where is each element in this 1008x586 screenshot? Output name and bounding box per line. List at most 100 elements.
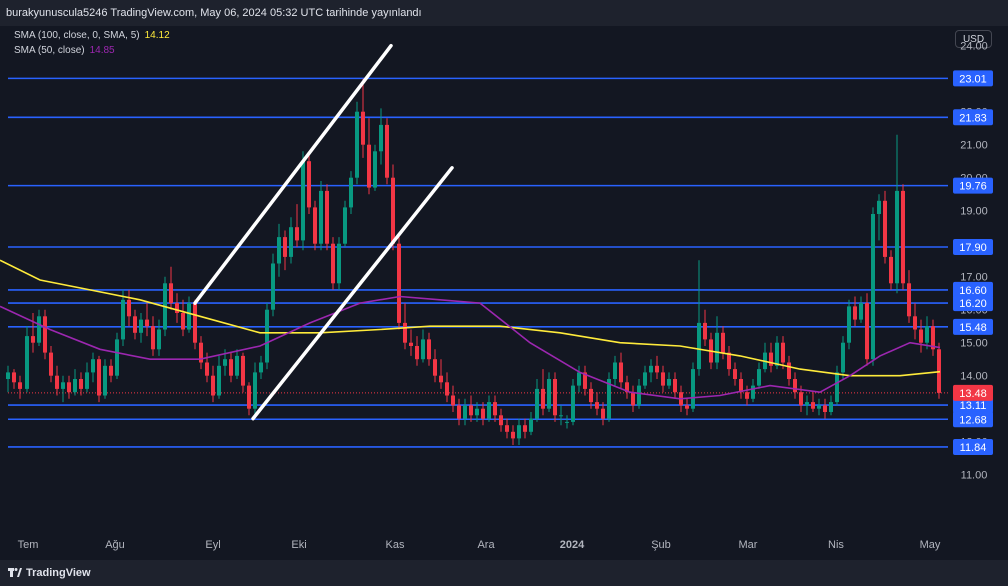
- candle-body: [283, 237, 287, 257]
- candle: [619, 352, 623, 389]
- candle: [661, 365, 665, 393]
- candle-body: [433, 359, 437, 376]
- footer-bar: TradingView: [0, 560, 1008, 586]
- time-tick-label: May: [920, 539, 941, 551]
- candle: [847, 299, 851, 350]
- candle-body: [697, 322, 701, 370]
- header-bar: burakyunuscula5246 TradingView.com, May …: [0, 0, 1008, 26]
- candle: [421, 329, 425, 363]
- candle-body: [931, 326, 935, 350]
- current-price-badge: [953, 384, 993, 401]
- candle-body: [247, 385, 251, 409]
- candle: [757, 362, 761, 389]
- candle-body: [325, 190, 329, 244]
- candle-body: [637, 385, 641, 406]
- price-tick-label: 21.00: [960, 140, 988, 152]
- candle: [937, 342, 941, 399]
- level-label: 12.68: [959, 414, 987, 426]
- candle: [781, 336, 785, 370]
- candle: [631, 385, 635, 412]
- candle: [18, 375, 22, 399]
- candle-body: [49, 352, 53, 376]
- candle: [859, 296, 863, 323]
- candle: [829, 395, 833, 416]
- candle-body: [829, 402, 833, 412]
- candle-body: [775, 342, 779, 366]
- candle: [769, 342, 773, 373]
- candle-body: [457, 405, 461, 419]
- candle: [469, 395, 473, 422]
- level-badge: [953, 295, 993, 312]
- candle-body: [529, 418, 533, 432]
- candle: [385, 118, 389, 185]
- candle-body: [403, 322, 407, 343]
- candle: [925, 316, 929, 350]
- publish-info: burakyunuscula5246 TradingView.com, May …: [6, 7, 422, 19]
- candle: [133, 309, 137, 340]
- candle: [397, 237, 401, 330]
- candle-body: [175, 303, 179, 313]
- candle: [817, 398, 821, 416]
- candle: [313, 200, 317, 251]
- candle-body: [295, 227, 299, 241]
- price-tick-label: 19.00: [960, 206, 988, 218]
- candle-body: [577, 372, 581, 386]
- candle-body: [565, 421, 569, 423]
- candle: [691, 362, 695, 412]
- indicator-sma-50[interactable]: SMA (50, close) 14.85: [14, 45, 115, 56]
- candle: [193, 299, 197, 350]
- price-chart[interactable]: 11.0012.0013.0014.0015.0016.0017.0018.00…: [0, 26, 1008, 560]
- tradingview-logo[interactable]: TradingView: [8, 567, 91, 579]
- candle: [787, 355, 791, 386]
- candle-body: [757, 369, 761, 386]
- candle: [877, 194, 881, 241]
- candle-body: [517, 425, 521, 439]
- candle: [823, 398, 827, 419]
- candle-body: [589, 388, 593, 403]
- candle-body: [601, 408, 605, 419]
- candle: [433, 349, 437, 383]
- time-tick-label: Ara: [477, 539, 495, 551]
- candle-body: [673, 379, 677, 393]
- candle-body: [559, 415, 563, 417]
- candle: [61, 375, 65, 403]
- currency-button[interactable]: USD: [955, 30, 992, 48]
- candle: [331, 237, 335, 290]
- candle-body: [367, 144, 371, 188]
- candle: [6, 365, 10, 393]
- candle: [415, 336, 419, 366]
- candle-body: [12, 372, 16, 383]
- candle-body: [445, 382, 449, 396]
- indicator-sma-100[interactable]: SMA (100, close, 0, SMA, 5) 14.12: [14, 30, 170, 41]
- candle: [55, 365, 59, 396]
- candle: [37, 309, 41, 346]
- candle-body: [787, 362, 791, 379]
- candle: [271, 253, 275, 317]
- candle: [625, 375, 629, 399]
- candle-body: [373, 151, 377, 188]
- candle: [739, 372, 743, 399]
- candle: [913, 303, 917, 340]
- channel-line-lower: [251, 166, 454, 421]
- candle-body: [811, 402, 815, 409]
- candle-body: [631, 392, 635, 406]
- candle: [745, 385, 749, 406]
- time-axis: Tem Ağu Eyl Eki Kas Ara 2024 Şub Mar Nis May: [18, 539, 941, 551]
- candle-body: [427, 339, 431, 360]
- candle-body: [43, 316, 47, 353]
- candle: [217, 355, 221, 399]
- candle: [379, 108, 383, 165]
- time-tick-label: Şub: [651, 539, 671, 551]
- candle: [565, 415, 569, 429]
- indicator-sma-100-value: 14.12: [144, 30, 170, 41]
- candle: [589, 382, 593, 409]
- candle-body: [133, 316, 137, 333]
- candle: [841, 336, 845, 379]
- candle: [727, 346, 731, 376]
- candle-body: [865, 303, 869, 360]
- candle-body: [889, 256, 893, 284]
- candle-body: [85, 372, 89, 389]
- time-tick-label: Eki: [291, 539, 306, 551]
- candle-body: [6, 372, 10, 379]
- candle-body: [361, 111, 365, 145]
